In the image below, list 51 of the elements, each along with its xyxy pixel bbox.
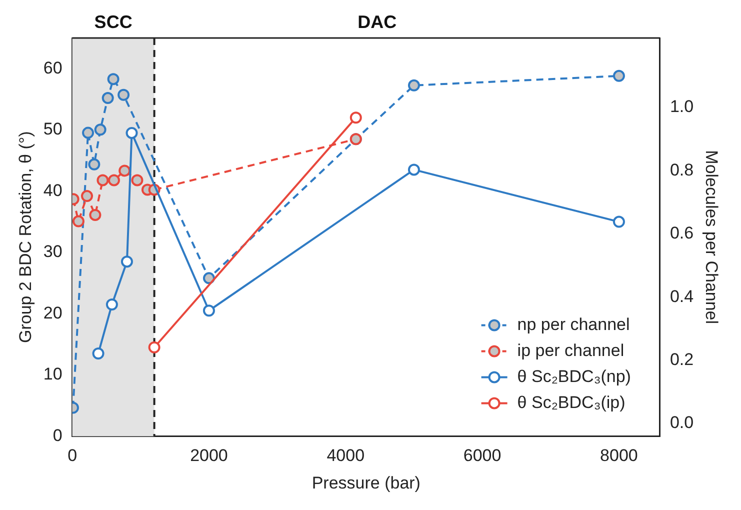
y2-tick-label: 1.0 <box>670 97 694 116</box>
x-tick-label: 2000 <box>190 446 228 466</box>
y2-tick-label: 0.0 <box>670 413 694 432</box>
legend-label: θ Sc₂BDC₃(ip) <box>517 392 626 412</box>
point <box>106 298 118 310</box>
point <box>94 124 106 136</box>
x-tick-label: 6000 <box>463 446 502 466</box>
point <box>89 208 102 221</box>
y2-tick-label: 0.6 <box>670 224 694 243</box>
point <box>118 164 131 177</box>
point <box>148 341 160 354</box>
y-axis-title: Group 2 BDC Rotation, θ (°) <box>16 131 35 344</box>
y-tick-label: 0 <box>52 426 62 445</box>
point <box>81 190 93 202</box>
y2-tick-label: 0.4 <box>670 286 694 306</box>
x-tick-label: 8000 <box>600 446 638 466</box>
point <box>350 112 362 124</box>
y-tick-label: 40 <box>43 180 62 200</box>
point <box>131 174 144 186</box>
y-tick-label: 50 <box>43 120 62 139</box>
legend-label: θ Sc₂BDC₃(np) <box>517 366 631 386</box>
point <box>72 215 84 228</box>
point <box>408 79 420 92</box>
point <box>202 304 215 317</box>
point <box>408 164 420 176</box>
y-tick-label: 60 <box>43 58 62 78</box>
band-label: SCC <box>94 12 132 32</box>
point <box>120 256 133 268</box>
y-tick-label: 20 <box>43 303 62 322</box>
point <box>96 174 109 186</box>
point <box>612 216 625 228</box>
point <box>102 92 114 104</box>
point <box>82 126 94 139</box>
y-tick-label: 30 <box>43 242 62 262</box>
y-tick-label: 10 <box>43 364 62 384</box>
legend-label: ip per channel <box>517 340 624 360</box>
point <box>126 126 138 139</box>
point <box>88 158 100 170</box>
point <box>108 174 120 186</box>
text: DAC <box>358 12 397 32</box>
point <box>92 347 104 360</box>
x-tick-label: 4000 <box>326 446 365 466</box>
point <box>107 73 120 86</box>
point <box>612 70 625 82</box>
x-axis-title: Pressure (bar) <box>312 473 420 492</box>
legend-label: np per channel <box>517 314 630 334</box>
y2-tick-label: 0.8 <box>670 160 694 180</box>
x-tick-label: 0 <box>68 446 78 466</box>
point <box>118 88 130 101</box>
y2-axis-title: Molecules per Channel <box>702 150 722 324</box>
y2-tick-label: 0.2 <box>670 350 694 370</box>
